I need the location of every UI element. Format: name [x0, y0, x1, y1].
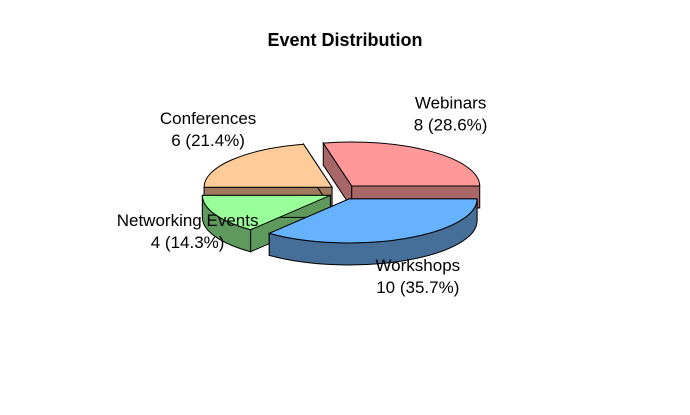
slice-labels: Webinars 8 (28.6%) Conferences 6 (21.4%) Net…: [117, 94, 488, 298]
slice-label-webinars: Webinars 8 (28.6%): [414, 94, 488, 135]
slice-category-label: Workshops: [375, 256, 460, 275]
chart-title: Event Distribution: [267, 30, 422, 50]
pie-slice-networking-events-top: [201, 194, 331, 231]
slice-value-label: 4 (14.3%): [151, 233, 225, 252]
slice-category-label: Conferences: [160, 109, 256, 128]
slice-label-networking-events: Networking Events 4 (14.3%): [117, 211, 259, 252]
slice-category-label: Webinars: [415, 94, 487, 113]
slice-category-label: Networking Events: [117, 211, 259, 230]
pie-slice-webinars-top: [322, 141, 481, 187]
slice-value-label: 10 (35.7%): [376, 278, 459, 297]
pie-slices: [201, 141, 481, 266]
slice-label-workshops: Workshops 10 (35.7%): [375, 256, 460, 297]
pie-slice-webinars: [322, 141, 481, 210]
slice-label-conferences: Conferences 6 (21.4%): [160, 109, 256, 150]
pie-slice-conferences-top: [203, 143, 333, 188]
pie-slice-workshops: [267, 198, 478, 266]
slice-value-label: 8 (28.6%): [414, 116, 488, 135]
pie-slice-workshops-top: [267, 198, 478, 244]
slice-value-label: 6 (21.4%): [171, 131, 245, 150]
